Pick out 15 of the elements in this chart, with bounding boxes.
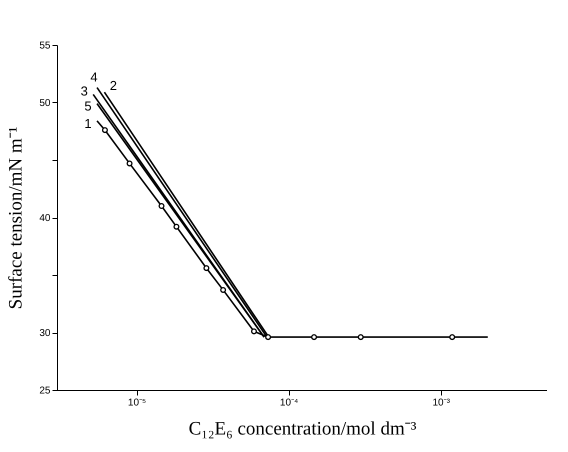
x-tick-label: 10⁻³	[432, 398, 451, 408]
series-label: 3	[80, 83, 88, 98]
series-label: 1	[84, 116, 92, 131]
series-label: 2	[110, 78, 118, 94]
y-tick-label: 50	[39, 98, 51, 109]
x-axis-title: C₁₂E₆ concentration/mol dm⁻³	[188, 418, 417, 440]
series-label: 4	[90, 70, 98, 85]
y-tick-label: 40	[39, 213, 51, 224]
x-tick-label: 10⁻⁴	[280, 398, 298, 408]
y-tick-label: 25	[39, 386, 51, 396]
y-tick-label: 55	[39, 40, 51, 52]
x-tick-label: 10⁻⁵	[128, 398, 146, 408]
y-axis-title: Surface tension/mN m⁻¹	[5, 126, 26, 310]
y-tick-label: 30	[39, 328, 51, 339]
series-label: 5	[84, 98, 92, 114]
